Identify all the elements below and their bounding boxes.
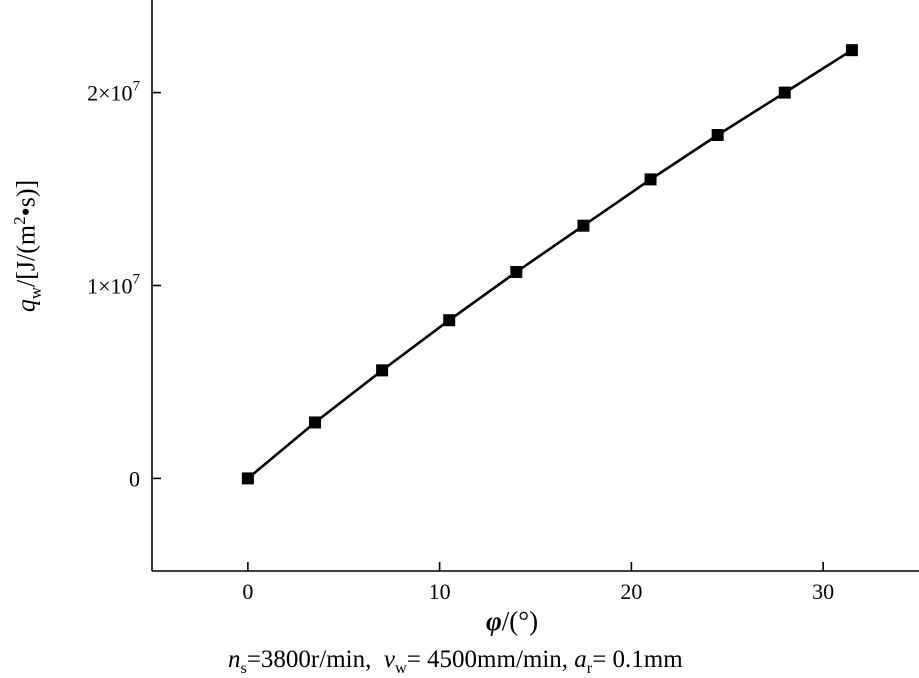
- data-point: [711, 129, 724, 142]
- data-point: [644, 173, 657, 186]
- axes: [151, 0, 919, 572]
- data-point: [308, 416, 321, 429]
- data-point: [241, 472, 254, 485]
- data-point: [443, 314, 456, 327]
- x-axis-label: φ/(°): [486, 606, 539, 636]
- y-tick-label: 0: [129, 466, 140, 491]
- data-point: [778, 86, 791, 99]
- y-axis-label: qw/[J/(m2•s)]: [10, 179, 45, 313]
- chart-caption: ns=3800r/min, vw= 4500mm/min, ar= 0.1mm: [228, 646, 683, 677]
- x-tick-label: 10: [429, 579, 451, 604]
- data-point: [510, 265, 523, 278]
- x-tick-label: 30: [812, 579, 834, 604]
- data-point: [577, 219, 590, 232]
- ticks: 0 10 20 30 0 1×107 2×107: [87, 79, 834, 604]
- data-point: [376, 364, 389, 377]
- x-tick-label: 20: [620, 579, 642, 604]
- series: [241, 44, 858, 485]
- x-tick-label: 0: [242, 579, 253, 604]
- y-tick-label: 1×107: [87, 272, 140, 299]
- data-point: [845, 44, 858, 57]
- series-line: [247, 49, 853, 480]
- y-tick-label: 2×107: [87, 79, 140, 106]
